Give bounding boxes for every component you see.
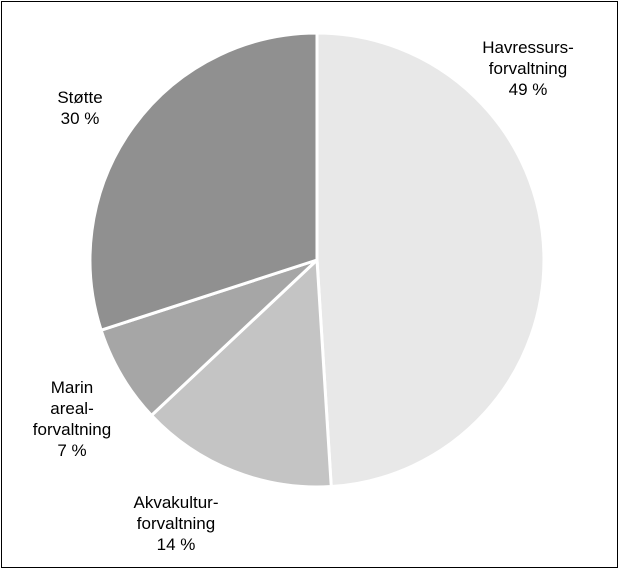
label-marin-areal: Marin areal- forvaltning 7 % — [32, 378, 112, 460]
label-havressurs: Havressurs- forvaltning 49 % — [482, 38, 574, 99]
label-stotte: Støtte 30 % — [57, 88, 103, 128]
slice-havressurs — [315, 31, 546, 489]
slice-akvakultur — [150, 258, 333, 489]
slice-stotte — [88, 31, 319, 332]
label-akvakultur: Akvakultur- forvaltning 14 % — [133, 493, 219, 554]
